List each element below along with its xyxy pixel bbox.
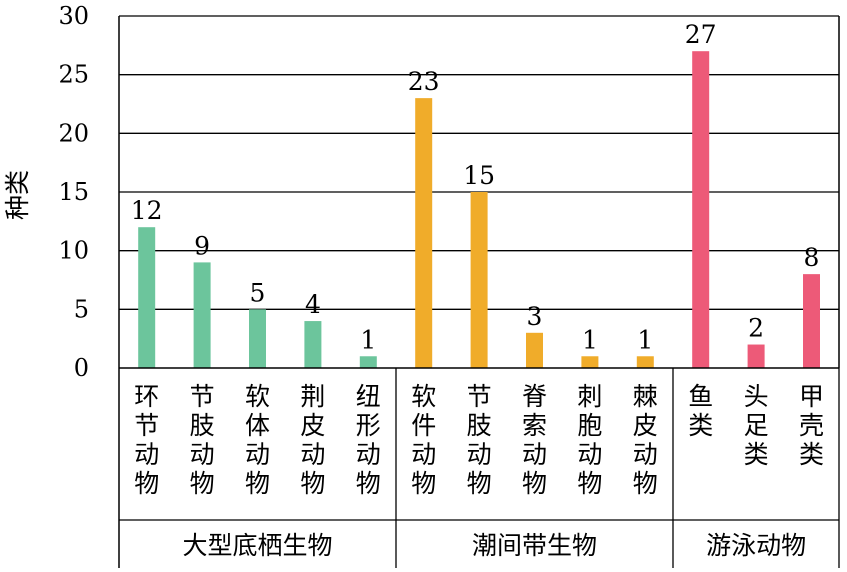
category-label: 鱼类: [688, 382, 713, 440]
data-label: 1: [582, 325, 598, 354]
bar: [138, 227, 156, 368]
bar: [415, 98, 433, 368]
bar: [304, 321, 322, 368]
y-tick-label: 5: [74, 295, 89, 323]
category-label: 软体动物: [245, 382, 270, 498]
category-label: 节肢动物: [467, 382, 492, 498]
data-label: 2: [748, 314, 764, 343]
category-label: 节肢动物: [190, 382, 215, 498]
category-label: 甲壳类: [799, 382, 824, 469]
category-label: 纽形动物: [356, 382, 381, 498]
data-label: 12: [131, 196, 163, 225]
data-label: 15: [463, 161, 495, 190]
data-label: 5: [250, 278, 266, 307]
category-label: 脊索动物: [522, 382, 547, 498]
bar: [249, 309, 266, 368]
y-tick-label: 15: [58, 178, 89, 206]
bar: [747, 344, 765, 368]
bar: [803, 274, 820, 368]
bar: [636, 356, 654, 368]
data-label: 27: [685, 20, 717, 49]
bar: [359, 356, 377, 368]
bar: [692, 51, 710, 368]
bar: [470, 192, 488, 368]
category-label: 棘皮动物: [633, 382, 658, 498]
group-label: 游泳动物: [706, 531, 806, 560]
bar: [193, 262, 211, 368]
y-axis-title: 种类: [3, 170, 32, 220]
data-label: 9: [194, 231, 210, 260]
y-tick-label: 10: [58, 237, 89, 265]
data-label: 8: [804, 243, 820, 272]
bars: [138, 51, 820, 368]
y-tick-label: 0: [74, 354, 89, 382]
group-label: 大型底栖生物: [182, 531, 332, 560]
category-label: 头足类: [744, 382, 769, 469]
category-label: 荆皮动物: [300, 382, 325, 498]
y-tick-label: 30: [58, 2, 89, 30]
y-tick-label: 25: [58, 61, 89, 89]
category-label: 软件动物: [411, 382, 436, 498]
axes: [118, 16, 840, 568]
data-label: 1: [360, 325, 376, 354]
bar: [581, 356, 599, 368]
category-label: 环节动物: [134, 382, 159, 498]
data-label: 4: [305, 290, 321, 319]
data-label: 23: [408, 67, 440, 96]
data-label: 3: [527, 302, 543, 331]
bar: [526, 332, 543, 368]
y-tick-label: 20: [58, 119, 89, 147]
group-label: 潮间带生物: [472, 531, 597, 560]
labels: 05101520253012环节动物9节肢动物5软体动物4荆皮动物1纽形动物大型…: [58, 2, 824, 560]
data-label: 1: [637, 325, 653, 354]
category-label: 刺胞动物: [577, 382, 602, 498]
